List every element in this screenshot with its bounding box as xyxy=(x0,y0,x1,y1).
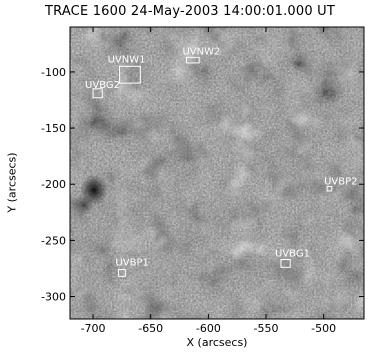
y-axis-ticks: -100 -150 -200 -250 -300 xyxy=(41,66,364,304)
y-tick-label: -200 xyxy=(41,178,66,191)
figure-title: TRACE 1600 24-May-2003 14:00:01.000 UT xyxy=(44,4,336,19)
x-axis-ticks: -700 -650 -600 -550 -500 xyxy=(81,27,336,335)
region-box-uvbg1 xyxy=(280,258,291,268)
region-label-uvbp2: UVBP2 xyxy=(324,176,357,187)
x-tick-label: -650 xyxy=(138,322,163,335)
region-label-uvbg1: UVBG1 xyxy=(275,248,310,259)
y-tick-label: -100 xyxy=(41,66,66,79)
x-tick-label: -600 xyxy=(196,322,221,335)
x-tick-label: -500 xyxy=(311,322,336,335)
region-label-uvbp1: UVBP1 xyxy=(115,258,148,269)
x-tick-label: -700 xyxy=(81,322,106,335)
region-box-uvnw1 xyxy=(119,65,141,84)
plot-frame xyxy=(69,26,365,320)
y-tick-label: -150 xyxy=(41,122,66,135)
solar-image xyxy=(70,27,364,319)
region-boxes: UVNW1 UVNW2 UVBG2 UVBP2 UVBG1 UVBP1 xyxy=(85,46,358,277)
y-tick-label: -300 xyxy=(41,291,66,304)
x-tick-label: -550 xyxy=(254,322,279,335)
region-box-uvnw2 xyxy=(185,56,200,64)
region-box-uvbp2 xyxy=(326,185,333,192)
region-box-uvbp1 xyxy=(117,269,126,277)
x-axis-label: X (arcsecs) xyxy=(186,336,248,349)
region-label-uvnw1: UVNW1 xyxy=(108,54,146,65)
y-tick-label: -250 xyxy=(41,234,66,247)
region-label-uvbg2: UVBG2 xyxy=(85,80,120,91)
region-box-uvbg2 xyxy=(92,88,103,99)
region-label-uvnw2: UVNW2 xyxy=(182,46,220,57)
